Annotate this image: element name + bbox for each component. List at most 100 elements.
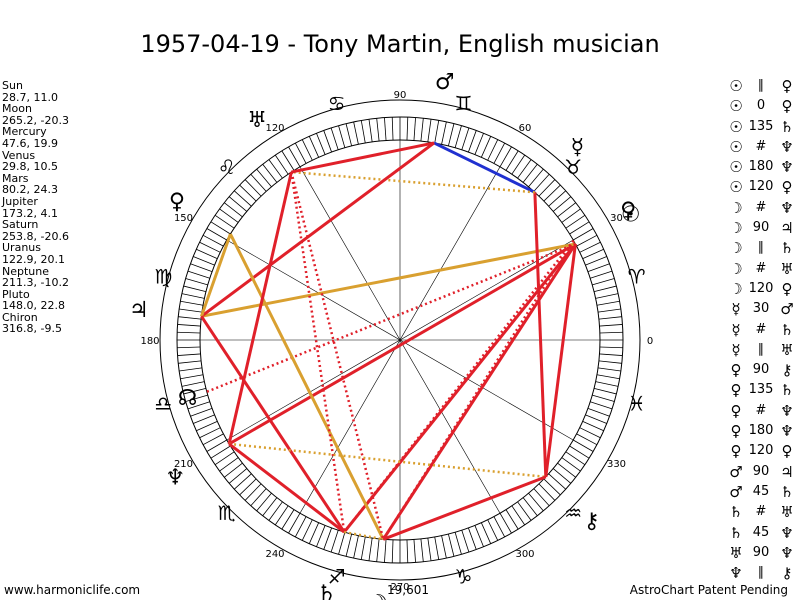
degree-tick: [427, 537, 432, 561]
degree-label: 30: [610, 213, 623, 224]
aspect-planet-glyph: ♄: [780, 320, 794, 339]
degree-tick: [522, 164, 538, 183]
degree-tick: [239, 478, 257, 496]
aspect-planet-glyph: ♀: [781, 97, 793, 116]
degree-tick: [202, 234, 224, 247]
degree-tick: [228, 468, 248, 484]
degree-tick: [301, 139, 313, 161]
planet-name-uranus: Uranus: [2, 241, 41, 255]
degree-tick: [592, 278, 615, 286]
aspect-planet-glyph: ♆: [780, 401, 794, 420]
degree-tick: [587, 408, 610, 417]
aspect-line: [201, 242, 576, 318]
planet-mars-icon: ♂: [435, 70, 455, 95]
degree-tick: [434, 536, 440, 560]
degree-tick: [493, 142, 506, 164]
aspect-planet-glyph: ♀: [781, 279, 793, 298]
planet-name-mars: Mars: [2, 171, 29, 185]
planet-node-icon: ☊: [178, 386, 198, 411]
website-footer[interactable]: www.harmoniclife.com: [4, 583, 141, 597]
degree-tick: [183, 387, 207, 395]
zodiac-sign-icon: ♍: [154, 265, 172, 289]
degree-label: 210: [174, 459, 193, 470]
degree-tick: [219, 208, 239, 223]
degree-tick: [596, 374, 620, 380]
planet-venus-icon: ♀: [620, 198, 636, 223]
degree-tick: [468, 130, 477, 153]
degree-tick: [181, 381, 205, 387]
zodiac-sign-icon: ♈: [628, 265, 646, 289]
degree-tick: [353, 121, 359, 145]
aspect-line: [290, 171, 346, 533]
zodiac-sign-icon: ♎: [154, 391, 172, 415]
degree-tick: [406, 539, 409, 563]
degree-tick: [595, 293, 619, 299]
degree-tick: [250, 488, 267, 506]
house-spoke: [226, 239, 574, 441]
aspect-planet-glyph: ☉: [729, 178, 743, 197]
aspect-planet-glyph: ☿: [731, 340, 741, 359]
degree-label: 270: [390, 582, 409, 593]
degree-tick: [548, 473, 566, 490]
planet-coords-neptune: 211.3, -10.2: [2, 276, 69, 290]
outer-circle: [159, 99, 641, 581]
aspect-line: [433, 141, 536, 194]
degree-tick: [593, 285, 617, 293]
degree-tick: [597, 308, 621, 313]
degree-tick: [587, 263, 610, 272]
degree-tick: [569, 445, 590, 459]
planet-name-moon: Moon: [2, 102, 32, 116]
aspect-type: 0: [756, 98, 766, 114]
degree-tick: [193, 414, 215, 424]
degree-tick: [199, 241, 221, 253]
degree-tick: [206, 228, 227, 241]
aspect-line: [227, 171, 293, 445]
degree-tick: [528, 492, 544, 512]
planet-moon-icon: ☽: [368, 591, 388, 600]
degree-tick: [250, 174, 267, 192]
aspect-line: [228, 242, 577, 446]
aspect-planet-glyph: ☉: [729, 97, 743, 116]
aspect-line: [206, 242, 576, 393]
degree-tick: [599, 346, 623, 349]
aspect-planet-glyph: ♂: [729, 462, 743, 481]
planet-name-chiron: Chiron: [2, 310, 38, 324]
degree-tick: [244, 483, 262, 501]
degree-tick: [561, 457, 581, 472]
aspect-line: [382, 475, 547, 541]
degree-tick: [487, 519, 499, 541]
degree-tick: [214, 451, 235, 466]
degree-tick: [316, 525, 326, 547]
degree-tick: [384, 117, 387, 141]
degree-tick: [294, 142, 307, 164]
planet-name-saturn: Saturn: [2, 218, 39, 232]
aspect-type: 120: [748, 280, 774, 296]
degree-tick: [480, 522, 492, 544]
zodiac-sign-icon: ♐: [328, 565, 346, 589]
degree-tick: [552, 196, 572, 212]
degree-tick: [447, 123, 455, 147]
degree-tick: [552, 468, 572, 484]
degree-tick: [511, 154, 526, 175]
degree-tick: [420, 538, 424, 562]
degree-tick: [561, 208, 581, 223]
degree-label: 60: [519, 123, 532, 134]
degree-tick: [330, 530, 339, 553]
degree-tick: [360, 536, 366, 560]
aspect-planet-glyph: ♄: [780, 381, 794, 400]
aspect-row: ☽ ∥ ♄: [724, 238, 800, 258]
degree-tick: [234, 473, 252, 490]
aspect-row: ♄ # ♅: [724, 502, 800, 522]
zodiac-sign-icon: ♊: [454, 91, 472, 115]
aspect-line: [343, 530, 384, 541]
degree-tick: [480, 136, 492, 158]
planet-chiron-icon: ⚷: [584, 509, 600, 534]
aspect-line: [199, 233, 232, 317]
degree-tick: [579, 241, 601, 253]
degree-tick: [330, 127, 339, 150]
aspect-row: ☉ # ♆: [724, 137, 800, 157]
planet-neptune-icon: ♆: [165, 466, 185, 491]
aspect-row: ☉ 120 ♀: [724, 177, 800, 197]
aspect-row: ☉ ∥ ♀: [724, 76, 800, 96]
degree-tick: [391, 117, 394, 141]
